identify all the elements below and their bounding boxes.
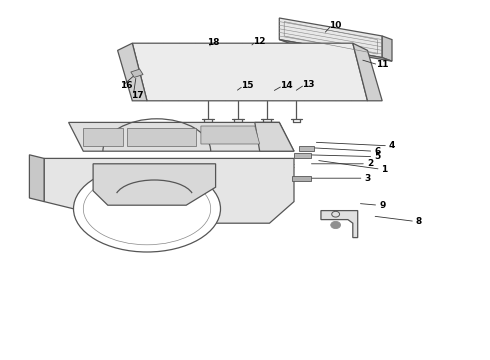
Polygon shape	[132, 43, 368, 101]
Polygon shape	[29, 155, 44, 202]
Polygon shape	[69, 122, 294, 151]
Polygon shape	[201, 126, 260, 144]
Text: 10: 10	[329, 21, 342, 30]
Polygon shape	[279, 40, 392, 61]
Text: 8: 8	[416, 217, 422, 226]
Text: 9: 9	[379, 201, 386, 210]
Text: 7: 7	[161, 174, 168, 183]
Text: 4: 4	[389, 141, 395, 150]
Circle shape	[331, 221, 341, 229]
Text: 13: 13	[302, 80, 315, 89]
Text: 15: 15	[241, 81, 254, 90]
Polygon shape	[127, 128, 196, 146]
Polygon shape	[93, 164, 216, 205]
Text: 16: 16	[120, 81, 133, 90]
Polygon shape	[353, 43, 382, 101]
Polygon shape	[382, 36, 392, 61]
Text: 3: 3	[365, 174, 370, 183]
Text: 11: 11	[376, 60, 389, 69]
Polygon shape	[294, 153, 311, 158]
Polygon shape	[292, 176, 311, 181]
Ellipse shape	[74, 166, 221, 252]
Text: 18: 18	[207, 38, 220, 47]
Text: 12: 12	[253, 37, 266, 46]
Polygon shape	[321, 211, 358, 238]
Polygon shape	[44, 158, 294, 223]
Polygon shape	[279, 18, 382, 58]
Text: 5: 5	[374, 152, 380, 161]
Text: 17: 17	[131, 91, 144, 100]
Polygon shape	[299, 146, 314, 151]
Polygon shape	[118, 43, 147, 101]
Polygon shape	[255, 122, 294, 151]
Text: 1: 1	[382, 165, 388, 174]
Text: 6: 6	[374, 147, 380, 156]
Text: 2: 2	[367, 159, 373, 168]
Polygon shape	[83, 128, 122, 146]
Text: 14: 14	[280, 81, 293, 90]
Polygon shape	[131, 69, 143, 77]
